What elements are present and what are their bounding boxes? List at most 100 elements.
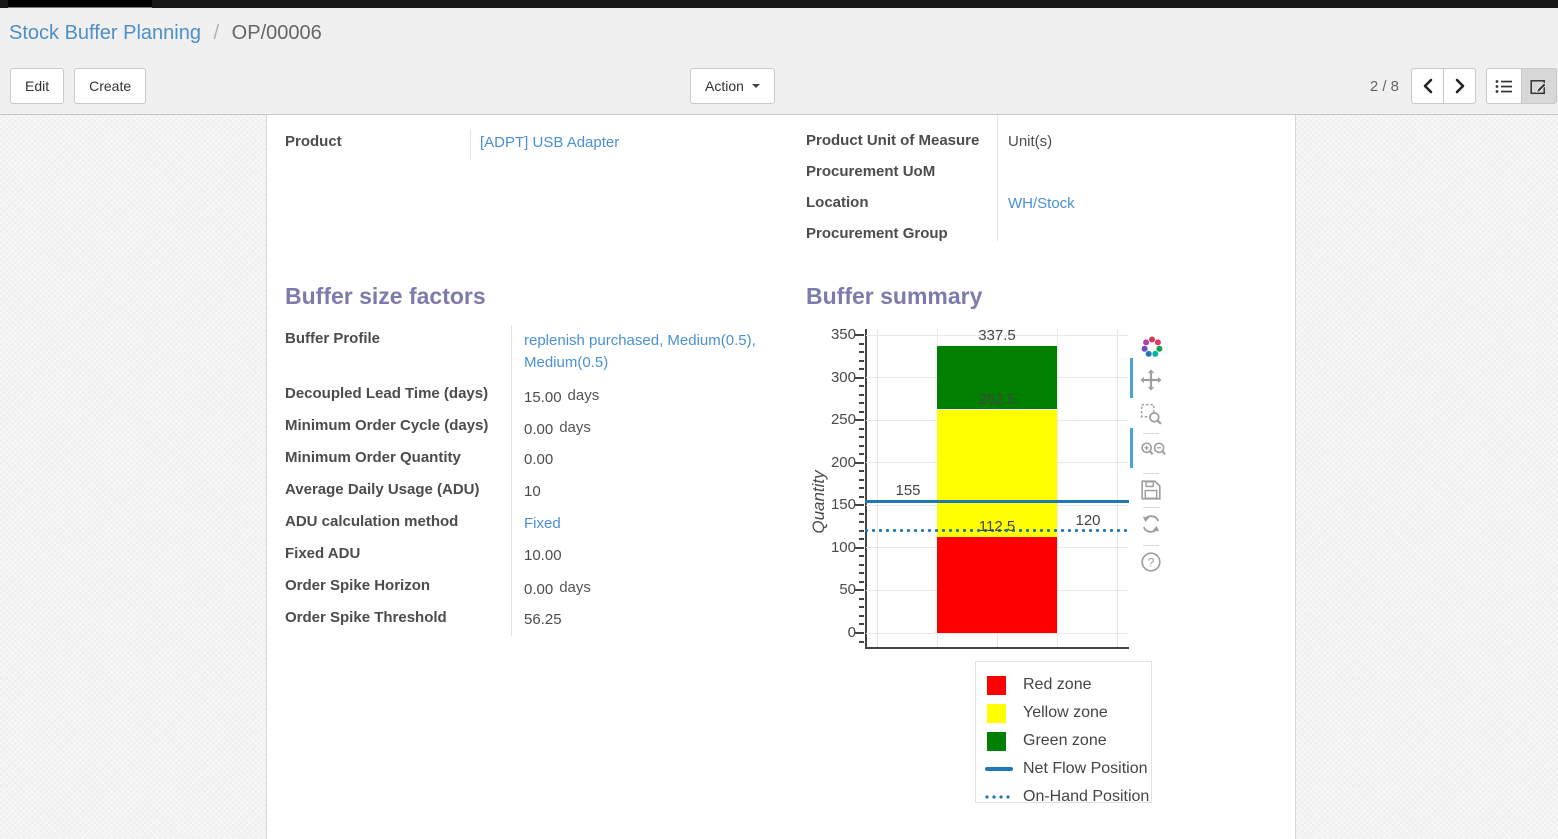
legend-swatch (985, 795, 1015, 799)
field-label: Order Spike Threshold (285, 609, 447, 626)
field-row: ADU calculation method Fixed (285, 508, 790, 540)
field-value-text: 56.25 (524, 611, 562, 628)
chart-annotation: 337.5 (978, 326, 1016, 344)
action-menu: Action (690, 68, 775, 104)
y-minor-tick (859, 368, 864, 371)
y-tick-label: 100 (830, 538, 856, 556)
field-row: Minimum Order Quantity 0.00 (285, 444, 790, 476)
edit-button[interactable]: Edit (10, 68, 65, 104)
action-dropdown-button[interactable]: Action (690, 68, 775, 104)
form-view-button[interactable] (1521, 68, 1557, 104)
box-zoom-icon[interactable] (1140, 403, 1164, 427)
buffer-summary-title: Buffer summary (806, 283, 983, 309)
y-minor-tick (859, 436, 864, 439)
legend-item[interactable]: Net Flow Position (976, 755, 1151, 783)
y-minor-tick (859, 478, 864, 481)
y-minor-tick (859, 521, 864, 524)
field-value-text: 0.00 (524, 451, 554, 468)
y-minor-tick (859, 427, 864, 430)
y-tick (855, 376, 864, 379)
y-axis-line (865, 329, 867, 649)
modebar-separator (1143, 507, 1159, 508)
zoom-in-out-icon[interactable] (1140, 441, 1168, 465)
field-value-link[interactable]: WH/Stock (1008, 195, 1075, 212)
y-minor-tick (859, 385, 864, 388)
legend-item[interactable]: Green zone (976, 727, 1151, 755)
y-tick (855, 589, 864, 592)
buffer-factors-title: Buffer size factors (285, 283, 486, 309)
field-value: 10.00 (511, 540, 790, 572)
x-gridline (877, 329, 878, 647)
pager-counter: 2 / 8 (1369, 77, 1399, 95)
legend-item[interactable]: Red zone (976, 671, 1151, 699)
field-value-text: 15.00 (524, 389, 562, 406)
legend-swatch (985, 767, 1015, 771)
field-value-link[interactable]: replenish purchased, Medium(0.5), Medium… (524, 332, 756, 371)
breadcrumb: Stock Buffer Planning / OP/00006 (9, 20, 322, 46)
legend-line-swatch (985, 795, 1013, 799)
chart-modebar: ? (1130, 335, 1170, 575)
y-tick-label: 200 (830, 453, 856, 471)
x-gridline (1117, 329, 1118, 647)
field-value: 0.00 (511, 444, 790, 476)
legend-item[interactable]: Yellow zone (976, 699, 1151, 727)
chart-annotation: 155 (895, 482, 921, 500)
list-view-button[interactable] (1486, 68, 1522, 104)
create-button[interactable]: Create (74, 68, 147, 104)
chevron-left-icon (1423, 78, 1432, 94)
chart-annotation: 112.5 (978, 518, 1016, 536)
pager-prev-button[interactable] (1411, 68, 1444, 104)
field-label: Location (806, 194, 869, 211)
pan-icon[interactable] (1140, 369, 1164, 393)
help-icon[interactable]: ? (1140, 551, 1164, 575)
modebar-separator (1143, 473, 1159, 474)
field-value: replenish purchased, Medium(0.5), Medium… (511, 325, 790, 380)
breadcrumb-current: OP/00006 (231, 22, 322, 44)
field-value: 15.00 days (511, 380, 790, 412)
field-label: Order Spike Horizon (285, 577, 431, 594)
field-value-link[interactable]: Fixed (524, 515, 561, 532)
field-label: Product Unit of Measure (806, 132, 980, 149)
plotly-logo-icon[interactable] (1140, 335, 1164, 359)
legend-color-swatch (987, 731, 1006, 751)
legend-label: Green zone (1023, 732, 1107, 749)
net-flow-position-line (865, 499, 1129, 503)
y-minor-tick (859, 487, 864, 490)
y-tick-label: 300 (830, 368, 856, 386)
pager-next-button[interactable] (1443, 68, 1476, 104)
chart-annotation: 262.5 (978, 390, 1016, 408)
field-label: Minimum Order Quantity (285, 449, 461, 466)
pager-buttons (1411, 68, 1476, 104)
field-value-text: 10.00 (524, 547, 562, 564)
field-value: [ADPT] USB Adapter (470, 129, 619, 160)
field-value: 0.00 days (511, 412, 790, 444)
breadcrumb-parent-link[interactable]: Stock Buffer Planning (9, 22, 201, 44)
reset-axes-icon[interactable] (1140, 513, 1164, 537)
y-minor-tick (859, 555, 864, 558)
y-tick (855, 504, 864, 507)
legend-swatch (985, 731, 1015, 751)
field-value: 56.25 (511, 604, 790, 636)
field-value-text: 0.00 (524, 581, 554, 598)
y-tick-label: 0 (847, 624, 856, 641)
save-image-icon[interactable] (1140, 479, 1164, 503)
top-navbar (0, 0, 1558, 9)
field-row: Procurement Group (806, 221, 1286, 252)
field-unit-suffix: days (559, 419, 591, 436)
buffer-summary-chart: Quantity 0 50 100 150 200 250 300 350 337.5 262.5… (809, 326, 1129, 649)
field-value-link[interactable]: [ADPT] USB Adapter (480, 134, 620, 151)
x-axis-line (865, 647, 1129, 649)
chart-legend: Red zone Yellow zone Green zone Net Flow… (975, 661, 1152, 805)
y-minor-tick (859, 538, 864, 541)
field-row: Procurement UoM (806, 159, 1286, 190)
legend-item[interactable]: On-Hand Position (976, 783, 1151, 811)
field-label: Buffer Profile (285, 330, 381, 347)
field-value-text: 0.00 (524, 421, 554, 438)
field-row: Product Unit of Measure Unit(s) (806, 128, 1286, 159)
y-tick-label: 350 (830, 326, 856, 343)
y-tick-label: 50 (839, 581, 856, 599)
modebar-separator (1143, 545, 1159, 546)
y-minor-tick (859, 640, 864, 643)
y-minor-tick (859, 444, 864, 447)
